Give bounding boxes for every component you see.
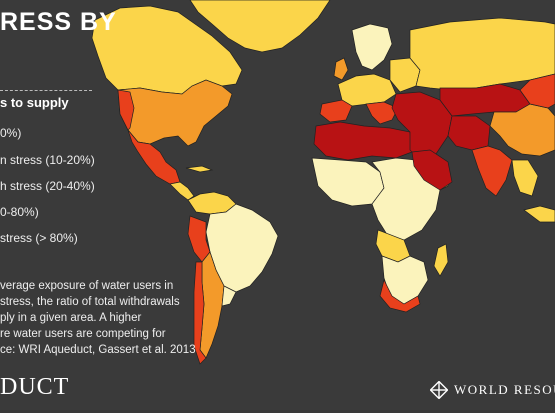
- italy-balkans: [365, 101, 399, 125]
- asia: [391, 17, 555, 223]
- legend-item-low-medium: n stress (10-20%): [0, 153, 95, 167]
- map-title: RESS BY: [0, 8, 117, 36]
- legend-item-high: 0-80%): [0, 205, 39, 219]
- scandinavia: [351, 23, 393, 71]
- wri-logo: WORLD RESOU: [430, 381, 555, 399]
- north-america: [91, 0, 331, 201]
- greenland: [189, 0, 331, 53]
- legend-item-low: 0%): [0, 126, 22, 140]
- peru: [187, 215, 211, 263]
- wri-wordmark: WORLD RESOU: [454, 382, 555, 397]
- western-europe: [337, 73, 397, 107]
- uruguay: [221, 285, 237, 307]
- central-asia: [439, 83, 531, 117]
- cuba: [185, 165, 214, 173]
- iberia: [319, 99, 353, 123]
- description-line: stress, the ratio of total withdrawals: [0, 296, 180, 308]
- description-line: ply in a given area. A higher: [0, 312, 142, 324]
- north-africa: [313, 121, 413, 161]
- usa-west: [117, 89, 135, 131]
- chile: [193, 261, 207, 365]
- iran-pakistan: [447, 115, 491, 151]
- central-america: [169, 181, 195, 201]
- legend-divider: [0, 90, 92, 91]
- south-america: [187, 191, 279, 365]
- europe: [319, 23, 421, 125]
- south-africa: [379, 278, 421, 313]
- arabia: [411, 149, 453, 191]
- description-line: verage exposure of water users in: [0, 280, 174, 292]
- legend-item-extremely-high: stress (> 80%): [0, 231, 78, 245]
- china: [489, 103, 555, 157]
- madagascar: [433, 243, 449, 277]
- wri-knot-icon: [430, 381, 448, 399]
- source-citation: ce: WRI Aqueduct, Gassert et al. 2013: [0, 344, 196, 356]
- uk: [333, 57, 349, 81]
- southeast-asia: [511, 159, 539, 197]
- aqueduct-wordmark: DUCT: [0, 374, 70, 400]
- west-africa: [311, 157, 385, 207]
- map-description: verage exposure of water users in stress…: [0, 278, 240, 358]
- africa: [311, 121, 449, 313]
- legend-item-medium-high: h stress (20-40%): [0, 179, 95, 193]
- description-line: re water users are competing for: [0, 328, 166, 340]
- indonesia: [523, 205, 555, 223]
- india: [471, 145, 513, 197]
- mongolia-korea: [519, 73, 555, 109]
- legend-heading: s to supply: [0, 95, 69, 110]
